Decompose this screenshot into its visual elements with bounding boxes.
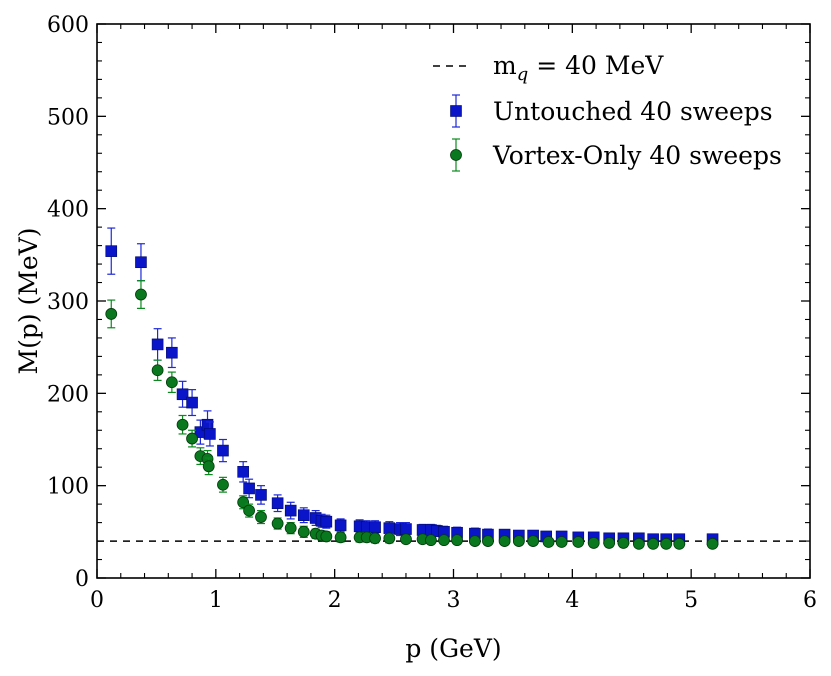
data-marker-circle	[217, 478, 229, 491]
data-marker-circle	[369, 532, 381, 545]
data-marker-circle	[255, 511, 267, 523]
data-marker-square	[450, 105, 462, 117]
x-tick-label: 1	[209, 588, 223, 613]
legend-reference-main: m	[493, 51, 517, 80]
data-marker-square	[297, 509, 310, 522]
x-tick-label: 5	[684, 588, 698, 613]
data-marker-square	[334, 519, 347, 532]
series-vortex-only	[105, 280, 719, 550]
y-tick-label: 300	[47, 290, 89, 315]
data-marker-circle	[673, 537, 686, 550]
x-tick-label: 2	[328, 588, 342, 613]
y-tick-label: 600	[47, 13, 89, 38]
data-marker-square	[217, 444, 229, 457]
legend-reference-sub: q	[517, 64, 529, 85]
legend-label-vortex-only: Vortex-Only 40 sweeps	[492, 141, 782, 170]
data-marker-square	[237, 466, 249, 478]
data-marker-circle	[617, 537, 630, 549]
data-marker-circle	[383, 532, 396, 545]
data-marker-square	[243, 482, 255, 495]
data-marker-square	[271, 497, 284, 510]
data-marker-square	[151, 338, 164, 351]
data-marker-circle	[498, 535, 511, 547]
x-tick-label: 6	[803, 588, 817, 613]
data-marker-circle	[400, 533, 412, 546]
y-tick-label: 0	[75, 567, 89, 592]
data-marker-circle	[176, 418, 189, 431]
data-marker-circle	[542, 536, 555, 548]
data-marker-circle	[284, 522, 297, 535]
data-marker-circle	[572, 536, 585, 548]
data-marker-circle	[527, 535, 540, 547]
data-marker-circle	[438, 534, 450, 547]
data-marker-square	[320, 515, 333, 528]
y-tick-label: 400	[47, 198, 89, 223]
legend-reference-rest: = 40 MeV	[528, 51, 664, 80]
data-marker-circle	[320, 530, 333, 543]
legend-label-untouched: Untouched 40 sweeps	[493, 97, 773, 126]
x-tick-label: 3	[447, 588, 461, 613]
data-marker-circle	[660, 537, 673, 550]
data-points	[105, 227, 719, 550]
data-marker-circle	[450, 149, 462, 161]
data-marker-circle	[468, 535, 481, 547]
data-marker-circle	[271, 517, 284, 530]
data-marker-square	[400, 523, 412, 535]
legend: mq = 40 MeV Untouched 40 sweeps Vortex-O…	[433, 51, 782, 172]
x-tick-label: 0	[90, 588, 104, 613]
data-marker-square	[176, 388, 189, 401]
x-tick-label: 4	[565, 588, 579, 613]
series-untouched	[105, 227, 719, 546]
y-tick-label: 200	[47, 382, 89, 407]
tick-labels: 0 1 2 3 4 5 6 0 100 200 300 400 500 600	[47, 13, 817, 613]
plot-frame	[96, 23, 811, 579]
data-marker-circle	[512, 535, 525, 547]
data-marker-circle	[587, 537, 600, 549]
data-marker-circle	[334, 531, 347, 544]
data-marker-circle	[482, 535, 494, 547]
legend-entry-untouched	[450, 94, 462, 128]
data-marker-square	[135, 256, 147, 269]
data-marker-square	[166, 346, 178, 359]
legend-reference-label: mq = 40 MeV	[493, 51, 664, 85]
x-axis-label: p (GeV)	[405, 634, 501, 663]
data-marker-square	[204, 428, 216, 440]
data-marker-circle	[105, 308, 118, 320]
y-tick-label: 500	[47, 105, 89, 130]
legend-entry-vortex-only	[450, 138, 462, 172]
data-marker-circle	[202, 460, 215, 473]
data-marker-circle	[555, 536, 568, 548]
data-marker-circle	[706, 537, 719, 550]
data-marker-circle	[151, 364, 164, 377]
data-marker-square	[369, 521, 381, 534]
data-marker-circle	[425, 534, 437, 547]
data-marker-circle	[632, 537, 645, 550]
data-marker-square	[255, 489, 267, 501]
data-marker-square	[383, 522, 396, 534]
data-marker-circle	[451, 534, 463, 547]
data-marker-circle	[647, 537, 660, 550]
data-marker-circle	[135, 288, 147, 301]
data-marker-circle	[186, 432, 198, 445]
data-marker-square	[284, 504, 297, 517]
data-marker-circle	[297, 525, 310, 538]
data-marker-circle	[243, 504, 256, 517]
data-marker-circle	[603, 537, 616, 549]
data-marker-square	[105, 245, 118, 257]
data-marker-circle	[237, 496, 250, 509]
data-marker-square	[186, 396, 198, 409]
y-tick-label: 100	[47, 475, 89, 500]
y-axis-label: M(p) (MeV)	[14, 227, 43, 374]
data-marker-circle	[165, 376, 178, 389]
